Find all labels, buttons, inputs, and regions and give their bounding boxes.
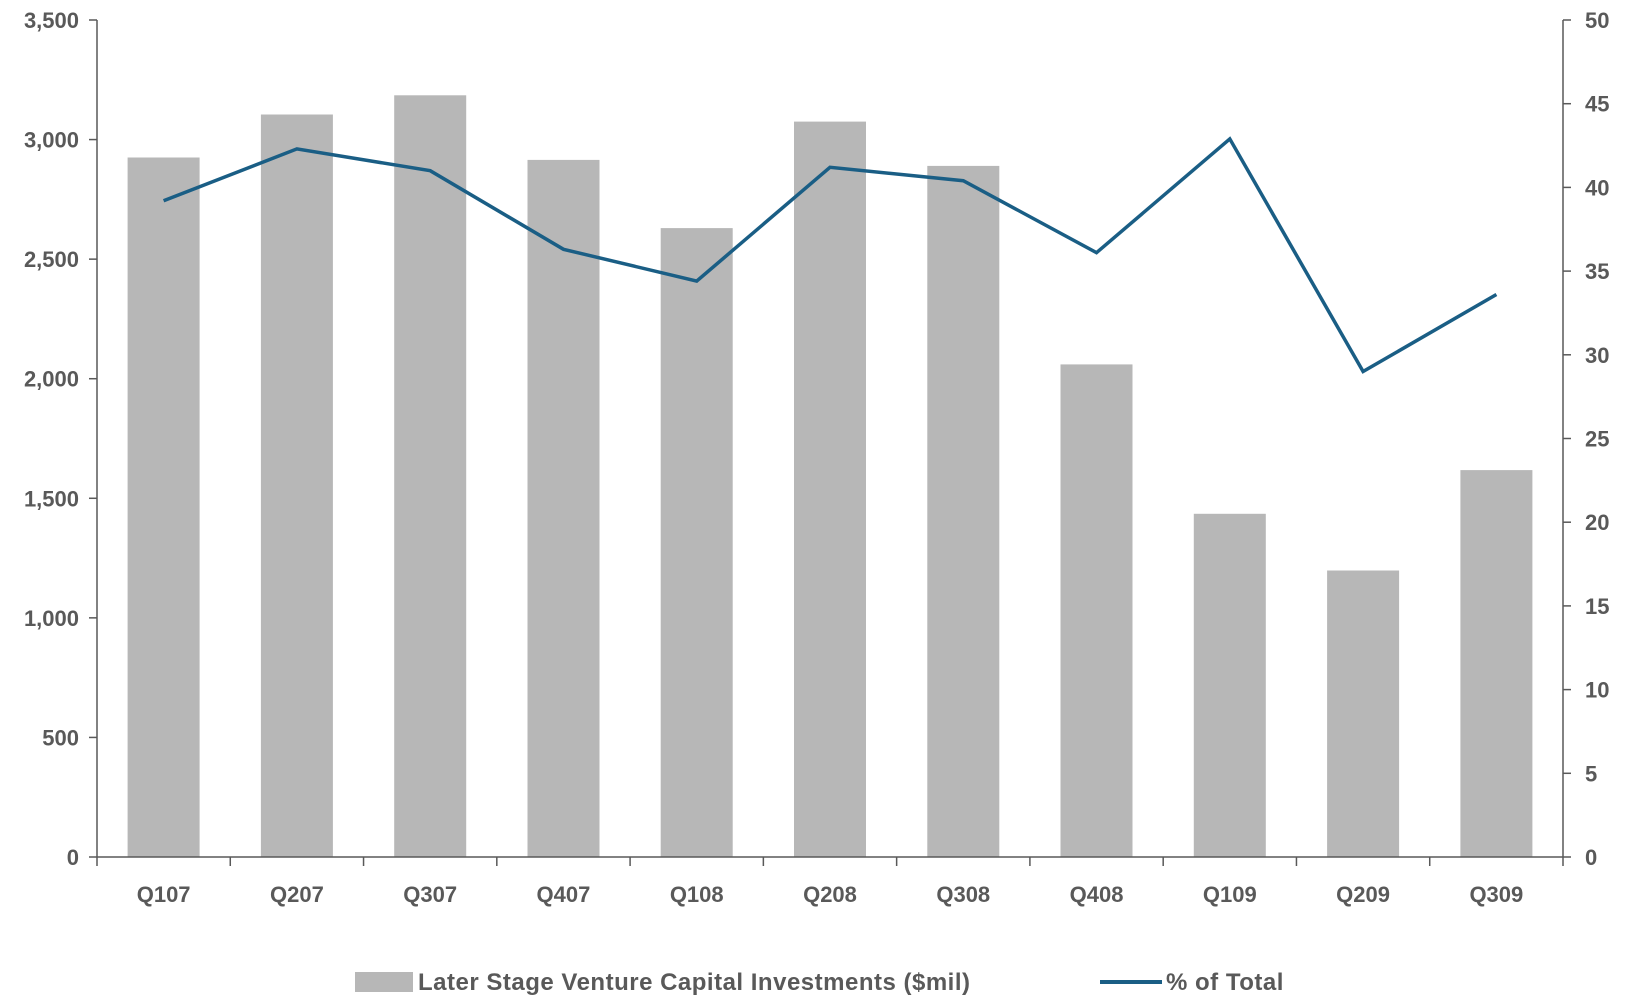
right-tick-label: 0 [1585,845,1597,870]
bar-q307 [394,95,467,858]
legend-bar-label: Later Stage Venture Capital Investments … [418,969,971,995]
right-tick-label: 40 [1585,175,1609,200]
line-layer [162,136,1498,374]
bar-q208 [794,121,866,858]
left-tick-label: 2,500 [24,247,79,272]
x-tick-label: Q207 [270,882,324,907]
left-tick-label: 3,000 [24,128,79,153]
bar-q408 [1060,364,1133,857]
right-tick-label: 30 [1585,343,1609,368]
bar-q308 [927,165,1000,857]
axes-layer: 0 500 1,000 1,500 2,000 2,500 3,000 3,500 0 5 10 15… [24,8,1610,907]
right-tick-label: 50 [1585,8,1609,33]
x-tick-label: Q109 [1203,882,1257,907]
bars-layer [127,95,1533,858]
legend-line-label: % of Total [1166,969,1284,995]
left-tick-label: 2,000 [24,367,79,392]
right-tick-label: 35 [1585,259,1609,284]
bar-q209 [1327,570,1400,857]
x-tick-label: Q107 [137,882,191,907]
x-tick-label: Q408 [1070,882,1124,907]
right-tick-label: 10 [1585,678,1609,703]
bar-q107 [127,157,200,857]
left-tick-label: 0 [67,845,79,870]
left-tick-label: 1,000 [24,606,79,631]
x-tick-label: Q308 [936,882,990,907]
bar-q207 [260,114,333,857]
x-tick-label: Q108 [670,882,724,907]
right-tick-label: 25 [1585,427,1609,452]
bar-q108 [660,228,733,858]
left-tick-label: 500 [42,725,79,750]
x-tick-label: Q208 [803,882,857,907]
left-tick-label: 3,500 [24,8,79,33]
bar-q109 [1193,513,1266,857]
legend-bar-swatch [355,972,413,992]
left-tick-label: 1,500 [24,486,79,511]
right-tick-label: 5 [1585,761,1597,786]
x-tick-label: Q309 [1469,882,1523,907]
legend: Later Stage Venture Capital Investments … [355,969,1284,995]
bar-q407 [527,159,600,857]
x-tick-label: Q209 [1336,882,1390,907]
right-tick-label: 15 [1585,594,1609,619]
right-tick-label: 45 [1585,92,1609,117]
x-tick-label: Q307 [403,882,457,907]
bar-q309 [1460,470,1533,857]
x-tick-label: Q407 [537,882,591,907]
right-tick-label: 20 [1585,510,1609,535]
